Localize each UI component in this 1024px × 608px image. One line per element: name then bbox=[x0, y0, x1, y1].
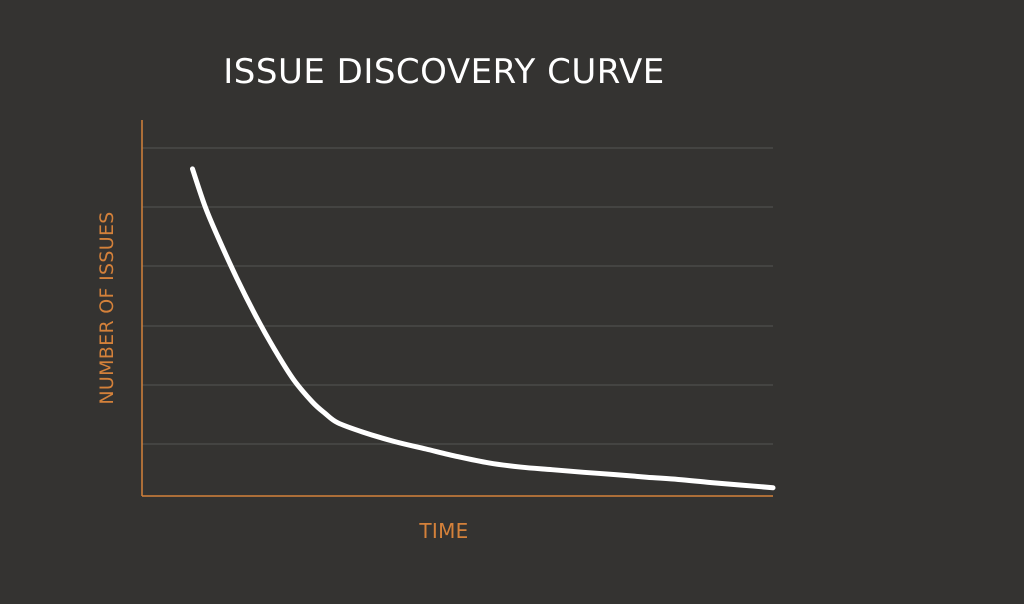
y-axis-label: NUMBER OF ISSUES bbox=[96, 211, 118, 405]
series-layer bbox=[189, 166, 776, 491]
series-line-1 bbox=[189, 166, 776, 491]
grid-lines bbox=[142, 147, 773, 445]
x-axis-label: TIME bbox=[419, 519, 469, 543]
bottom-border bbox=[0, 604, 1024, 608]
chart-title: ISSUE DISCOVERY CURVE bbox=[223, 52, 665, 92]
